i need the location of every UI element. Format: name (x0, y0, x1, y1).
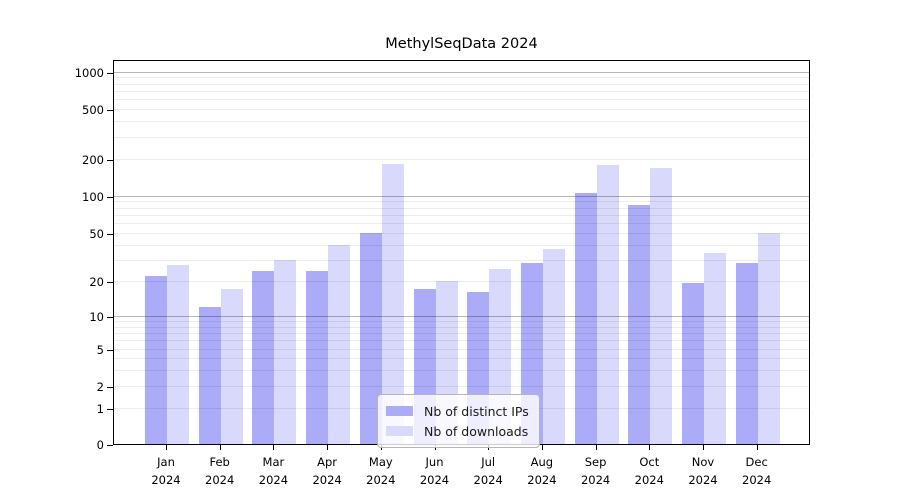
y-tick-500 (107, 110, 113, 112)
x-tick-oct (649, 445, 651, 450)
gridline-400 (114, 121, 809, 123)
x-tick-feb (219, 445, 221, 450)
x-tick-label-jun: Jun 2024 (419, 455, 450, 487)
gridline-80 (114, 207, 809, 209)
x-tick-dec (756, 445, 758, 450)
gridline-800 (114, 83, 809, 85)
x-tick-aug (541, 445, 543, 450)
x-tick-apr (327, 445, 329, 450)
chart-title: MethylSeqData 2024 (385, 36, 538, 52)
bar-downloads-nov (704, 253, 726, 444)
y-tick-label-200: 200 (82, 152, 104, 167)
gridline-50 (114, 232, 809, 234)
bar-distinct-ips-jan (145, 275, 167, 444)
x-tick-label-jan: Jan 2024 (151, 455, 181, 487)
bar-downloads-mar (274, 259, 297, 444)
bar-distinct-ips-oct (628, 205, 651, 444)
gridline-90 (114, 201, 809, 203)
y-tick-5 (107, 349, 113, 351)
x-tick-label-nov: Nov 2024 (688, 455, 718, 487)
y-tick-20 (107, 281, 113, 283)
gridline-60 (114, 223, 809, 225)
y-tick-1000 (107, 72, 113, 74)
bar-downloads-sep (596, 165, 619, 444)
legend-swatch-distinct-ips (386, 406, 413, 416)
gridline-300 (114, 136, 809, 138)
bar-distinct-ips-dec (735, 263, 758, 444)
x-tick-label-sep: Sep 2024 (580, 455, 611, 487)
bar-distinct-ips-may (359, 232, 382, 444)
y-tick-label-20: 20 (89, 274, 104, 289)
bar-downloads-oct (650, 167, 673, 444)
legend-label-downloads: Nb of downloads (424, 423, 529, 439)
x-tick-label-aug: Aug 2024 (527, 455, 557, 487)
gridline-70 (114, 214, 809, 216)
y-tick-label-2: 2 (96, 380, 104, 395)
x-tick-nov (703, 445, 704, 450)
gridline-500 (114, 109, 809, 111)
bar-downloads-may (381, 163, 404, 444)
legend-label-distinct-ips: Nb of distinct IPs (424, 403, 529, 419)
y-tick-label-1: 1 (96, 401, 104, 416)
x-tick-jan (166, 445, 167, 450)
y-tick-label-500: 500 (82, 103, 104, 118)
y-tick-label-0: 0 (96, 438, 104, 452)
legend-swatch-downloads (386, 426, 413, 436)
y-tick-label-10: 10 (89, 309, 104, 324)
y-tick-label-5: 5 (96, 342, 104, 357)
plot-area (113, 60, 810, 445)
y-tick-10 (107, 316, 113, 318)
gridline-200 (114, 158, 809, 160)
y-tick-200 (107, 159, 113, 161)
y-tick-0 (107, 445, 113, 446)
gridline-600 (114, 99, 809, 101)
x-tick-label-dec: Dec 2024 (742, 455, 772, 487)
x-tick-label-may: May 2024 (366, 455, 396, 487)
x-tick-mar (273, 445, 275, 450)
bar-downloads-aug (542, 248, 565, 444)
bar-downloads-feb (220, 289, 243, 444)
bar-distinct-ips-mar (252, 271, 275, 444)
legend-entry-downloads: Nb of downloads (386, 421, 529, 441)
x-tick-label-jul: Jul 2024 (473, 455, 503, 487)
x-tick-label-apr: Apr 2024 (312, 455, 342, 487)
legend-entry-distinct-ips: Nb of distinct IPs (386, 401, 529, 421)
y-tick-1 (107, 408, 113, 410)
y-tick-100 (107, 196, 113, 198)
bar-distinct-ips-sep (574, 193, 597, 444)
bar-downloads-jan (167, 265, 189, 444)
x-tick-label-mar: Mar 2024 (258, 455, 289, 487)
legend: Nb of distinct IPs Nb of downloads (377, 394, 540, 448)
gridline-100 (114, 195, 809, 197)
y-tick-label-50: 50 (89, 226, 104, 241)
bar-distinct-ips-nov (682, 283, 704, 444)
x-tick-label-oct: Oct 2024 (634, 455, 664, 487)
x-tick-label-feb: Feb 2024 (205, 455, 235, 487)
y-tick-50 (107, 233, 113, 235)
gridline-900 (114, 77, 809, 79)
y-tick-label-1000: 1000 (74, 65, 104, 80)
y-tick-2 (107, 387, 113, 389)
gridline-40 (114, 244, 809, 246)
bar-downloads-apr (328, 244, 351, 444)
bar-distinct-ips-apr (306, 271, 329, 444)
bar-distinct-ips-feb (198, 306, 221, 444)
gridline-1000 (114, 71, 809, 73)
gridline-700 (114, 90, 809, 92)
x-tick-sep (595, 445, 597, 450)
y-tick-label-100: 100 (82, 189, 104, 204)
bar-downloads-dec (757, 232, 780, 444)
